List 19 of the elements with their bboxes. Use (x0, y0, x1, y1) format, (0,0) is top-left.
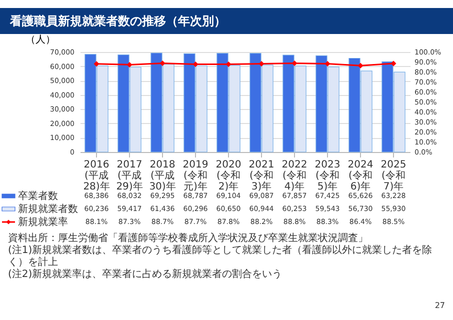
x-tick-label: 2020 (令和2)年 (216, 160, 242, 192)
x-tick-label: 2024 (令和6)年 (348, 160, 374, 192)
legend-label: 新規就業者数 (18, 203, 78, 215)
y-axis-title: （人） (26, 34, 56, 46)
x-tick-label: 2019 (令和元)年 (182, 160, 208, 192)
legend-label: 卒業者数 (18, 190, 58, 202)
x-tick-label: 2018 (平成30)年 (149, 160, 176, 192)
text: 27 (434, 301, 445, 310)
text: 資料出所：厚生労働省「看護師等学校養成所入学状況及び卒業生就業状況調査」 (8, 232, 368, 244)
text: (注2)新規就業率は、卒業者に占める新規就業者の割合をいう (8, 268, 282, 280)
x-tick-label: 2022 (令和4)年 (282, 160, 308, 192)
x-tick-label: 2017 (平成29)年 (116, 160, 143, 192)
x-tick-label: 2021 (令和3)年 (248, 160, 274, 192)
chart-title: 看護職員新規就業者数の推移（年次別） (9, 14, 226, 28)
text: (注1)新規就業者数は、卒業者のうち看護師等として就業した者（看護師以外に就業した者を除く）を計上 (8, 244, 432, 268)
x-tick-label: 2023 (令和5)年 (314, 160, 340, 192)
x-tick-label: 2016 (平成28)年 (83, 160, 110, 192)
legend-label: 新規就業率 (18, 216, 68, 228)
x-tick-label: 2025 (令和7)年 (380, 160, 406, 192)
